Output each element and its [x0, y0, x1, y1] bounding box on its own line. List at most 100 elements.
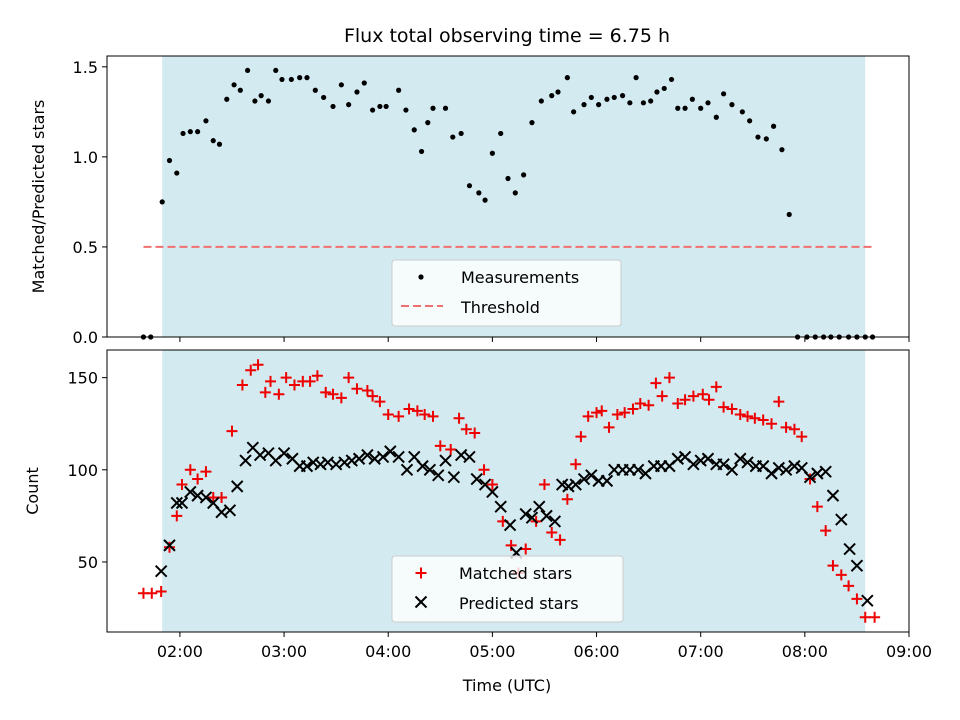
measurement-point	[654, 89, 660, 95]
matched-star-point	[351, 383, 363, 395]
predicted-star-point	[803, 470, 817, 484]
matched-star-point	[505, 539, 517, 551]
measurement-point	[640, 100, 647, 106]
matched-star-point	[245, 364, 257, 376]
measurement-point	[377, 103, 383, 110]
predicted-star-point	[361, 448, 374, 462]
matched-star-point	[280, 372, 292, 384]
matched-star-point	[726, 403, 738, 415]
legend-predicted-marker	[414, 595, 428, 609]
matched-star-point	[411, 405, 423, 417]
matched-star-point	[859, 611, 871, 623]
ratio-y-ticks: 0.0 0.5 1.0 1.5	[73, 58, 107, 347]
measurement-point	[763, 136, 769, 142]
matched-star-point	[163, 541, 175, 553]
ratio-x-ticks	[179, 337, 910, 342]
measurement-point	[466, 183, 473, 189]
legend-box	[391, 259, 622, 327]
measurement-point	[187, 129, 193, 135]
predicted-star-point	[819, 465, 832, 478]
matched-star-point	[672, 397, 684, 409]
legend-measurements-marker	[418, 274, 424, 280]
measurement-point	[675, 105, 681, 111]
matched-star-point	[650, 377, 662, 389]
matched-star-point	[367, 390, 379, 402]
measurement-point	[529, 120, 535, 126]
measurement-point	[361, 80, 367, 86]
matched-star-point	[561, 493, 573, 505]
measurement-point	[338, 82, 344, 88]
measurement-point	[779, 147, 785, 153]
measurement-point	[786, 211, 792, 218]
ratio-y-axis-label: Matched/Predicted stars	[29, 100, 48, 294]
matched-star-point	[603, 421, 615, 433]
matched-star-point	[192, 473, 204, 485]
y-tick-label: 1.0	[73, 148, 98, 167]
count-y-axis-label: Count	[23, 467, 42, 515]
measurement-point	[729, 102, 735, 108]
matched-star-point	[236, 379, 248, 391]
matched-star-point	[804, 473, 816, 485]
measurement-point	[442, 105, 449, 111]
measurement-point	[555, 89, 561, 95]
measurement-point	[297, 75, 303, 81]
matched-star-point	[327, 388, 339, 400]
matched-star-point	[663, 372, 675, 384]
matched-star-point	[273, 388, 285, 400]
predicted-star-point	[772, 461, 786, 475]
matched-star-point	[288, 379, 300, 391]
matched-star-point	[582, 410, 594, 422]
measurement-point	[237, 87, 243, 93]
predicted-star-point	[548, 515, 562, 528]
predicted-star-point	[765, 467, 778, 480]
predicted-star-point	[314, 458, 327, 471]
predicted-star-point	[345, 454, 358, 467]
predicted-star-point	[631, 463, 645, 477]
matched-star-point	[478, 464, 490, 476]
matched-star-point	[434, 440, 446, 452]
matched-star-point	[460, 423, 472, 435]
measurement-point	[512, 190, 518, 196]
predicted-star-point	[694, 454, 707, 467]
measurement-point	[166, 157, 173, 164]
measurement-point	[273, 67, 279, 74]
measurement-point	[648, 98, 654, 104]
x-tick-label: 07:00	[678, 642, 724, 661]
predicted-star-point	[671, 452, 684, 465]
predicted-star-point	[392, 450, 405, 464]
measurement-point	[770, 123, 777, 129]
measurement-point	[450, 134, 456, 140]
measurement-point	[739, 109, 745, 115]
matched-star-point	[734, 409, 746, 421]
measurement-point	[224, 96, 230, 102]
matched-star-point	[453, 412, 465, 424]
matched-star-point	[627, 403, 639, 415]
predicted-star-point	[376, 450, 390, 464]
x-tick-label: 05:00	[469, 642, 515, 661]
measurement-point	[476, 190, 482, 196]
measurement-point	[713, 114, 719, 120]
predicted-star-point	[569, 478, 582, 491]
matched-star-point	[382, 409, 394, 421]
measurement-point	[705, 100, 711, 106]
count-legend: Matched stars Predicted stars	[391, 555, 624, 623]
predicted-star-point	[338, 456, 351, 469]
predicted-star-point	[470, 472, 483, 486]
predicted-star-point	[850, 559, 864, 572]
chart-title: Flux total observing time = 6.75 h	[344, 25, 670, 47]
matched-star-point	[171, 510, 183, 522]
predicted-star-point	[199, 491, 213, 504]
matched-star-point	[176, 479, 188, 491]
matched-star-point	[311, 370, 323, 382]
matched-star-point	[546, 526, 558, 538]
matched-star-point	[554, 534, 566, 546]
predicted-star-point	[277, 447, 291, 460]
measurement-point	[369, 107, 376, 113]
predicted-star-point	[300, 459, 314, 473]
measurement-point	[661, 85, 667, 92]
measurement-point	[521, 172, 527, 178]
ratio-panel: 0.0 0.5 1.0 1.5 Matched/Predicted stars Mea…	[29, 55, 910, 347]
measurement-point	[252, 98, 258, 104]
predicted-star-point	[384, 445, 397, 458]
